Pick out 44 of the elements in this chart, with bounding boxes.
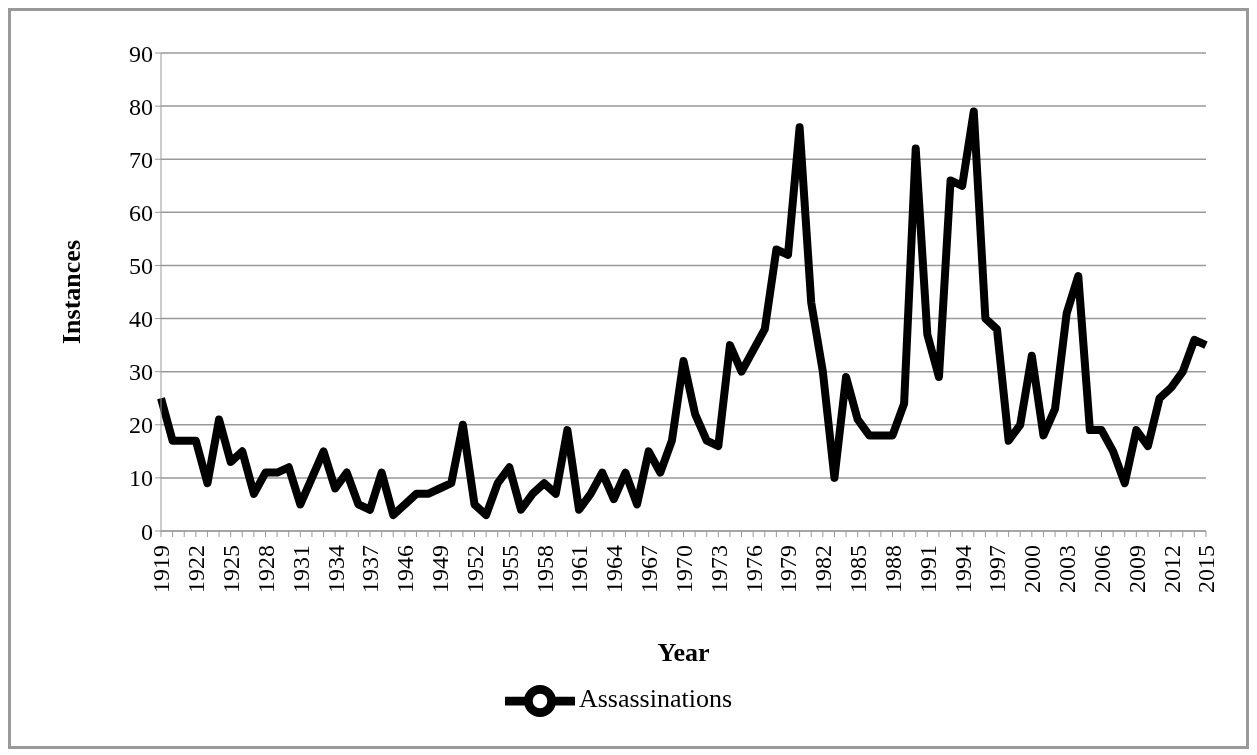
x-tick-label: 1925: [218, 545, 245, 593]
x-tick-label: 1967: [636, 545, 663, 593]
x-tick-label: 1946: [392, 545, 419, 593]
x-tick-label: 1928: [252, 545, 279, 593]
y-tick-label: 40: [129, 306, 153, 333]
y-tick-label: 10: [129, 465, 153, 492]
y-tick-label: 60: [129, 199, 153, 226]
x-tick-label: 1955: [496, 545, 523, 593]
x-tick-label: 1937: [357, 545, 384, 593]
x-axis-title: Year: [657, 638, 710, 667]
y-tick-label: 80: [129, 93, 153, 120]
legend-label: Assassinations: [578, 683, 733, 713]
x-tick-label: 2009: [1123, 545, 1150, 593]
x-tick-label: 1922: [183, 545, 210, 593]
y-tick-label: 70: [129, 146, 153, 173]
x-tick-label: 1931: [287, 545, 314, 593]
x-tick-label: 1985: [845, 545, 872, 593]
x-tick-label: 1961: [566, 545, 593, 593]
x-tick-label: 1970: [670, 545, 697, 593]
x-tick-label: 2012: [1158, 545, 1185, 593]
x-tick-label: 1976: [740, 545, 767, 593]
x-tick-label: 1982: [810, 545, 837, 593]
x-tick-label: 1958: [531, 545, 558, 593]
x-tick-label: 1919: [148, 545, 175, 593]
y-tick-label: 50: [129, 252, 153, 279]
y-axis-title: Instances: [57, 239, 87, 345]
x-tick-label: 1973: [705, 545, 732, 593]
y-tick-label: 90: [129, 40, 153, 67]
x-tick-label: 1988: [879, 545, 906, 593]
x-tick-label: 2015: [1193, 545, 1220, 593]
x-tick-label: 1964: [601, 545, 628, 593]
x-tick-label: 1952: [461, 545, 488, 593]
y-tick-label: 0: [141, 518, 153, 545]
x-tick-label: 2003: [1054, 545, 1081, 593]
x-tick-label: 2000: [1019, 545, 1046, 593]
x-tick-label: 2006: [1088, 545, 1115, 593]
x-tick-label: 1934: [322, 545, 349, 593]
x-tick-label: 1997: [984, 545, 1011, 593]
y-tick-label: 30: [129, 359, 153, 386]
x-tick-label: 1949: [427, 545, 454, 593]
x-tick-label: 1994: [949, 545, 976, 593]
x-tick-label: 1991: [914, 545, 941, 593]
y-tick-label: 20: [129, 412, 153, 439]
x-tick-label: 1979: [775, 545, 802, 593]
